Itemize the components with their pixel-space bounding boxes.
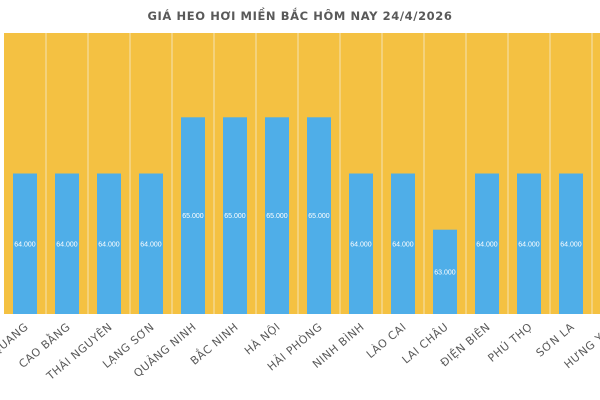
bar [517, 173, 541, 314]
bar [433, 229, 457, 314]
bar [307, 117, 331, 314]
data-label: 64.000 [140, 241, 162, 248]
chart-title: GIÁ HEO HƠI MIỀN BẮC HÔM NAY 24/4/2026 [148, 6, 453, 23]
data-label: 64.000 [560, 241, 582, 248]
bar [265, 117, 289, 314]
data-label: 65.000 [308, 213, 330, 220]
bar [223, 117, 247, 314]
data-label: 64.000 [14, 241, 36, 248]
bar [139, 173, 163, 314]
data-label: 64.000 [392, 241, 414, 248]
bar [559, 173, 583, 314]
data-label: 65.000 [224, 213, 246, 220]
plot-area [4, 33, 600, 314]
data-label: 65.000 [266, 213, 288, 220]
bar [349, 173, 373, 314]
data-label: 64.000 [476, 241, 498, 248]
data-label: 64.000 [518, 241, 540, 248]
data-label: 64.000 [56, 241, 78, 248]
bar [181, 117, 205, 314]
bar [475, 173, 499, 314]
data-label: 63.000 [434, 269, 456, 276]
bar [55, 173, 79, 314]
data-label: 65.000 [182, 213, 204, 220]
data-label: 64.000 [350, 241, 372, 248]
bar [13, 173, 37, 314]
x-tick-label: PHÚ THỌ [486, 320, 535, 364]
bar [391, 173, 415, 314]
x-tick-label: HÀ NỘI [242, 320, 283, 357]
bar [97, 173, 121, 314]
data-label: 64.000 [98, 241, 120, 248]
